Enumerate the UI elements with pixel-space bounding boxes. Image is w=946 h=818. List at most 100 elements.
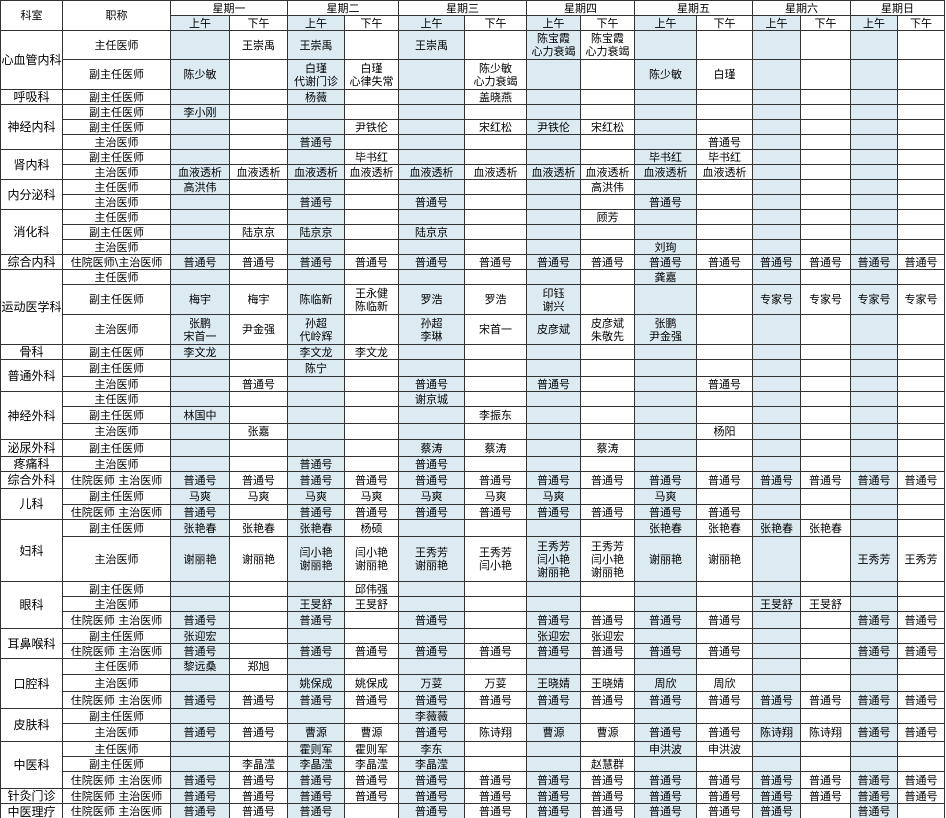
schedule-cell [344,391,399,407]
schedule-cell [398,596,465,612]
schedule-cell [526,194,581,210]
schedule-cell [634,658,697,675]
day-header: 星期三 [398,0,527,16]
schedule-cell [752,179,801,195]
schedule-cell: 孙超 李琳 [398,314,465,345]
schedule-cell [850,423,898,440]
schedule-cell [850,391,898,407]
schedule-cell: 普通号 [526,254,581,270]
schedule-cell [464,239,527,255]
schedule-cell: 普通号 [398,254,465,270]
half-header: 上午 [398,15,465,31]
schedule-cell [850,359,898,377]
schedule-cell [800,209,851,225]
schedule-cell [897,628,945,644]
schedule-cell [526,391,581,407]
schedule-cell [800,423,851,440]
department: 儿科 [0,488,63,520]
schedule-cell [580,391,635,407]
schedule-cell: 尹金强 [229,314,288,345]
schedule-cell [634,119,697,135]
doctor-title: 主治医师 [62,376,171,392]
schedule-cell [344,376,399,392]
schedule-cell: 普通号 [398,504,465,520]
schedule-cell [287,104,345,120]
schedule-cell: 盖晓燕 [464,89,527,105]
schedule-cell: 普通号 [464,643,527,659]
schedule-cell: 普通号 [696,691,753,709]
schedule-cell [897,224,945,240]
table-row: 主治医师 血液透析 血液透析 血液透析 血液透析 血液透析 血液透析 血液透析 血液透析 血液透析… [1,164,945,180]
schedule-cell: 血液透析 [696,164,753,180]
schedule-cell [897,803,945,818]
schedule-cell: 王崇禹 [287,30,345,60]
schedule-cell [800,581,851,597]
schedule-cell [398,59,465,90]
schedule-cell [398,658,465,675]
schedule-cell [464,423,527,440]
schedule-cell: 普通号 [398,194,465,210]
day-header: 星期六 [752,0,851,16]
schedule-cell [800,391,851,407]
schedule-cell: 普通号 [344,643,399,659]
schedule-cell: 王秀芳 [897,536,945,582]
doctor-title: 主任医师 [62,658,171,675]
schedule-cell [850,164,898,180]
schedule-cell: 普通号 [580,691,635,709]
schedule-cell [229,344,288,360]
schedule-cell [580,359,635,377]
schedule-cell: 王永健 陈临新 [344,284,399,315]
schedule-cell: 周欣 [696,674,753,692]
schedule-cell [850,708,898,724]
schedule-cell: 皮彦斌 朱敬先 [580,314,635,345]
schedule-cell [344,194,399,210]
schedule-cell: 普通号 [580,771,635,789]
schedule-cell [897,519,945,537]
schedule-cell: 普通号 [850,771,898,789]
schedule-cell: 普通号 [526,771,581,789]
schedule-cell: 普通号 [344,771,399,789]
schedule-cell [580,284,635,315]
schedule-cell: 血液透析 [229,164,288,180]
schedule-cell [526,179,581,195]
schedule-cell [800,376,851,392]
schedule-cell: 王晓婧 [526,674,581,692]
doctor-title: 住院医师 主治医师 [62,803,171,818]
schedule-cell [464,611,527,629]
schedule-cell [752,456,801,472]
schedule-cell [464,134,527,150]
schedule-cell [344,708,399,724]
table-row: 口腔科 主任医师 黎远桑 郑旭 [0,658,945,709]
schedule-cell: 普通号 [752,771,801,789]
schedule-cell [634,423,697,440]
schedule-cell: 李晶滢 [287,756,345,772]
schedule-cell [897,179,945,195]
schedule-cell [752,581,801,597]
doctor-title: 副主任医师 [62,344,171,360]
schedule-cell: 闫小艳 谢丽艳 [287,536,345,582]
schedule-cell: 李东 [398,741,465,757]
schedule-cell [229,741,288,757]
schedule-cell [464,344,527,360]
schedule-cell [752,149,801,165]
schedule-cell [170,674,230,692]
schedule-cell: 普通号 [170,771,230,789]
department: 骨科 [0,344,63,360]
schedule-cell: 万荽 [464,674,527,692]
doctor-title: 住院医师 主治医师 [62,611,171,629]
schedule-cell [580,269,635,285]
day-header: 星期二 [287,0,399,16]
schedule-cell [398,119,465,135]
schedule-cell [696,179,753,195]
schedule-cell [580,581,635,597]
schedule-cell [752,224,801,240]
schedule-cell: 罗浩 [398,284,465,315]
schedule-cell [580,488,635,505]
schedule-cell [800,741,851,757]
schedule-cell [752,30,801,60]
schedule-cell [526,581,581,597]
schedule-cell: 张鹏 尹金强 [634,314,697,345]
schedule-cell [526,149,581,165]
schedule-cell [696,104,753,120]
schedule-cell [850,628,898,644]
